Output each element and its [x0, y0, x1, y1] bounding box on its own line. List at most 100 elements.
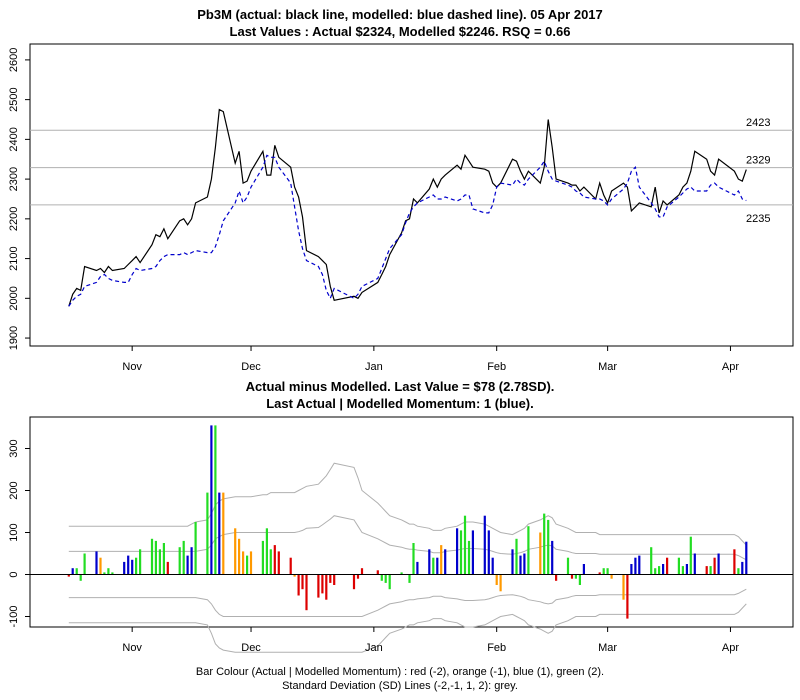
difference-bar [511, 549, 514, 575]
x-tick-label: Apr [722, 361, 739, 373]
y-tick-label: 2300 [8, 167, 20, 191]
sd-line [68, 588, 747, 617]
difference-bar [650, 547, 653, 575]
difference-bar [400, 572, 403, 575]
difference-bar [515, 538, 518, 575]
difference-bar [158, 549, 161, 575]
modelled-series-line [68, 154, 747, 307]
difference-bar [75, 568, 78, 575]
difference-bar [210, 425, 213, 575]
x-tick-label: Mar [598, 361, 617, 373]
difference-bar [321, 574, 324, 594]
difference-bar [123, 561, 126, 575]
difference-bar [677, 557, 680, 575]
difference-bar [440, 545, 443, 575]
actual-series-line [68, 108, 747, 307]
sd-line [68, 603, 747, 653]
difference-bar [107, 568, 110, 575]
difference-bar [269, 549, 272, 575]
difference-bar [689, 536, 692, 575]
difference-bar [333, 574, 336, 585]
difference-bar [471, 530, 474, 575]
difference-bar [182, 540, 185, 575]
difference-bar [95, 551, 98, 575]
difference-bar [598, 572, 601, 575]
difference-bar [186, 555, 189, 575]
difference-bar [297, 574, 300, 596]
difference-bar [630, 564, 633, 575]
y-tick-label: 1900 [8, 326, 20, 350]
difference-bar [582, 564, 585, 575]
difference-bar [705, 566, 708, 575]
difference-bar [539, 532, 542, 575]
difference-bars [67, 425, 748, 619]
difference-bar [242, 551, 245, 575]
difference-bar [131, 559, 134, 575]
difference-x-axis: Nov Dec Jan Feb Mar Apr [122, 627, 739, 654]
difference-plot-frame [29, 416, 794, 628]
price-plot-frame [29, 43, 794, 347]
difference-bar [325, 574, 328, 600]
difference-bar [666, 557, 669, 575]
difference-bar [416, 561, 419, 575]
y-tick-label: 0 [8, 571, 20, 577]
difference-bar [380, 574, 383, 581]
difference-bar [249, 551, 253, 575]
difference-bar [519, 555, 522, 575]
bottom-chart-title: Actual minus Modelled. Last Value = $78 … [246, 379, 555, 394]
difference-bar [634, 557, 637, 575]
x-tick-label: Apr [722, 642, 739, 654]
reference-label: 2423 [746, 117, 770, 129]
y-tick-label: 100 [8, 523, 20, 541]
difference-bar [709, 566, 712, 575]
y-tick-label: 2600 [8, 48, 20, 72]
difference-bar [570, 574, 574, 579]
sd-line [68, 515, 747, 561]
reference-lines: 2423 2329 2235 [30, 117, 793, 225]
price-x-axis: Nov Dec Jan Feb Mar Apr [122, 346, 739, 373]
price-y-axis: 1900 2000 2100 2200 2300 2400 2500 2600 [8, 48, 30, 350]
difference-bar [214, 425, 217, 575]
bar-colour-legend: Bar Colour (Actual | Modelled Momentum) … [196, 666, 604, 678]
sd-line [68, 462, 747, 546]
difference-bar [238, 538, 241, 575]
difference-bar [150, 538, 154, 575]
difference-bar [444, 549, 447, 575]
difference-bar [693, 553, 696, 575]
difference-bar [713, 557, 716, 575]
difference-bar [329, 574, 332, 583]
difference-bar [384, 574, 387, 583]
difference-bar [456, 528, 459, 575]
difference-bar [261, 540, 264, 575]
x-tick-label: Jan [365, 361, 383, 373]
difference-bar [602, 568, 605, 575]
difference-bar [178, 547, 181, 575]
sd-lines-legend: Standard Deviation (SD) Lines (-2,-1, 1,… [282, 680, 518, 692]
difference-bar [495, 574, 498, 585]
difference-bar [745, 541, 748, 575]
difference-bar [289, 557, 292, 575]
x-tick-label: Dec [241, 361, 261, 373]
x-tick-label: Feb [487, 361, 506, 373]
difference-bar [543, 513, 546, 575]
difference-bar [139, 549, 142, 575]
difference-bar [555, 574, 558, 581]
difference-bar [301, 574, 304, 590]
difference-bar [499, 574, 502, 592]
y-tick-label: 2100 [8, 246, 20, 270]
difference-bar [610, 574, 613, 579]
difference-bar [527, 526, 530, 575]
difference-bar [317, 574, 320, 598]
difference-bar [523, 553, 526, 575]
difference-bar [305, 574, 308, 611]
x-tick-label: Mar [598, 642, 617, 654]
reference-label: 2329 [746, 155, 770, 167]
difference-bar [436, 557, 439, 575]
difference-bar [360, 568, 364, 575]
difference-bar [467, 540, 471, 575]
difference-bar [162, 543, 165, 575]
difference-bar [606, 568, 609, 575]
reference-label: 2235 [746, 213, 770, 225]
sd-lines [68, 462, 747, 653]
